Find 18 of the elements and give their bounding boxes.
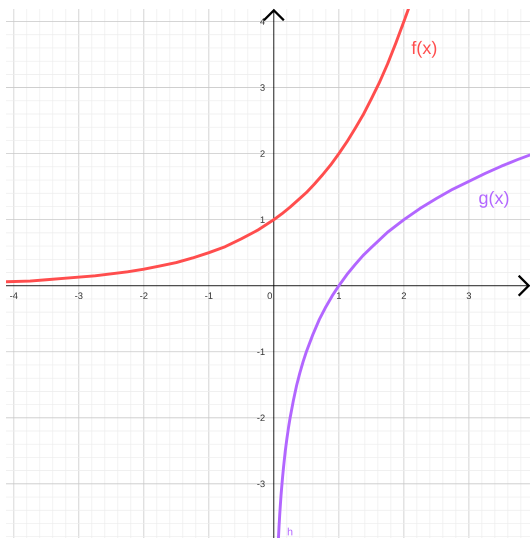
y-tick-label: 1	[260, 216, 265, 223]
x-tick-label: -1	[205, 292, 213, 299]
x-tick-label: -2	[140, 292, 148, 299]
x-tick-label: -4	[10, 292, 18, 299]
y-tick-label: -3	[257, 480, 265, 488]
y-tick-label: 2	[260, 150, 265, 157]
annotation: h	[288, 528, 292, 536]
x-tick-label: 0	[268, 292, 272, 300]
x-tick-label: -3	[75, 292, 83, 300]
y-tick-label: -1	[257, 348, 265, 355]
y-tick-label: 3	[260, 84, 265, 91]
y-tick-label: 4	[260, 18, 265, 25]
series-label: g(x)	[479, 190, 508, 208]
x-tick-label: 2	[402, 292, 406, 299]
x-tick-label: 1	[336, 292, 341, 299]
series-label: f(x)	[412, 40, 436, 58]
y-tick-label: -2	[257, 414, 265, 422]
x-tick-label: 3	[466, 292, 472, 300]
